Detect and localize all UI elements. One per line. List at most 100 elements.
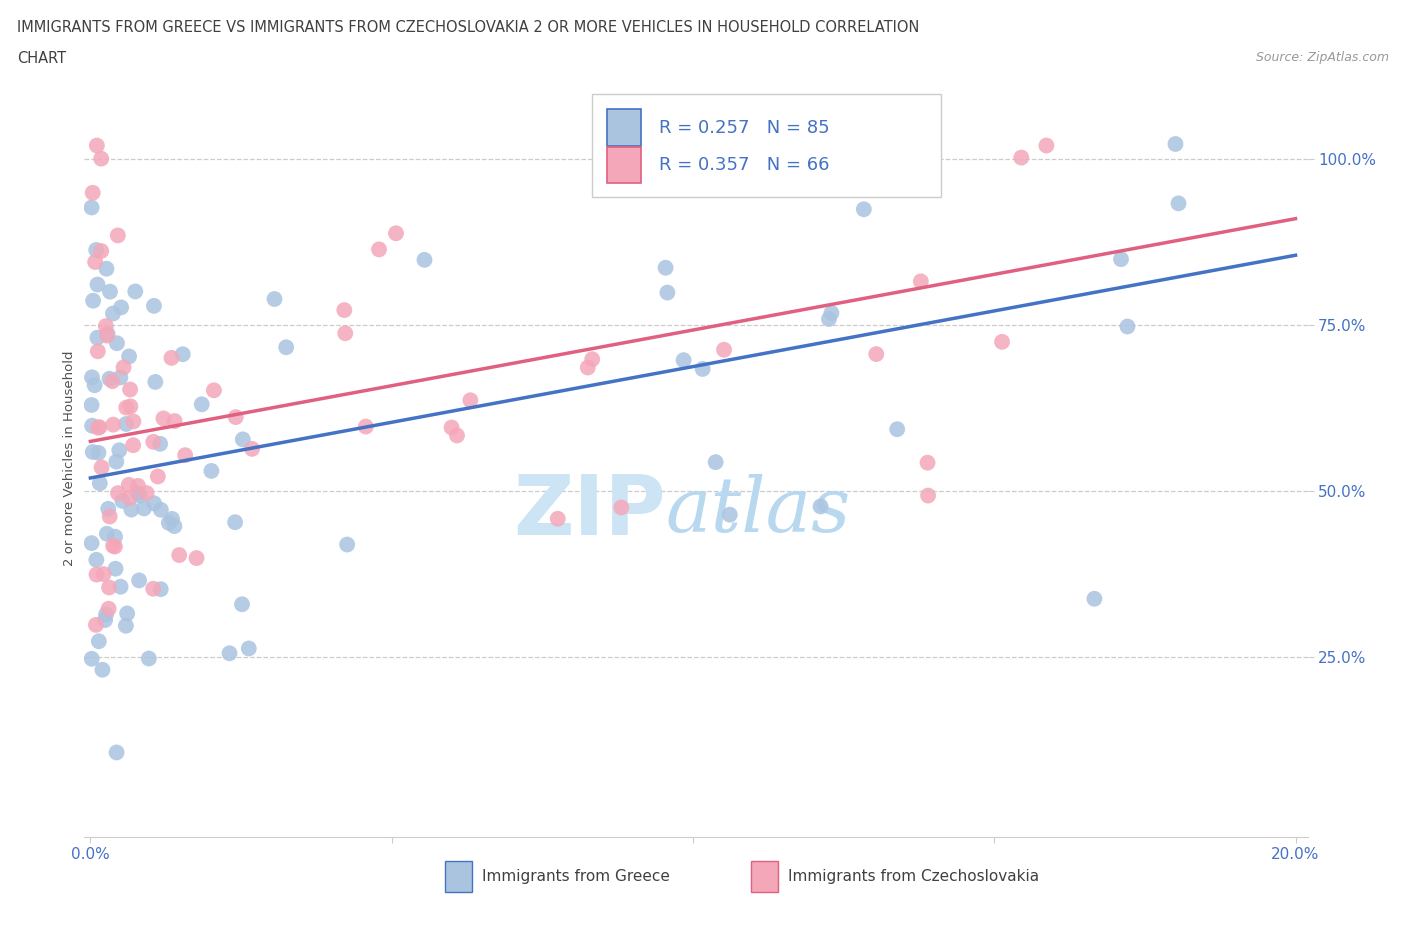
- Point: [107, 228, 129, 243]
- Point: [87, 344, 110, 359]
- Point: [120, 502, 142, 517]
- Point: [84, 255, 107, 270]
- Point: [105, 336, 128, 351]
- Point: [86, 330, 108, 345]
- Point: [692, 362, 714, 377]
- Bar: [446, 861, 472, 892]
- Point: [115, 618, 138, 633]
- Point: [333, 302, 356, 317]
- Point: [547, 512, 569, 526]
- Point: [991, 335, 1014, 350]
- Point: [1010, 150, 1032, 165]
- Point: [118, 491, 141, 506]
- Point: [368, 242, 391, 257]
- Text: R = 0.257   N = 85: R = 0.257 N = 85: [659, 118, 830, 137]
- Point: [101, 374, 124, 389]
- Point: [122, 438, 145, 453]
- Point: [94, 613, 117, 628]
- Point: [218, 645, 240, 660]
- Point: [852, 202, 875, 217]
- Point: [110, 579, 132, 594]
- Point: [90, 244, 112, 259]
- Point: [80, 651, 103, 666]
- Point: [385, 226, 408, 241]
- Point: [127, 485, 149, 500]
- Point: [818, 312, 841, 326]
- Point: [82, 293, 104, 308]
- Bar: [592, 94, 941, 196]
- Point: [98, 285, 121, 299]
- Point: [115, 417, 138, 432]
- Point: [90, 460, 112, 475]
- Point: [917, 456, 939, 471]
- Point: [335, 326, 357, 340]
- Point: [232, 432, 254, 446]
- Point: [84, 243, 107, 258]
- Point: [103, 418, 125, 432]
- Point: [80, 200, 103, 215]
- Point: [94, 319, 117, 334]
- Point: [132, 501, 155, 516]
- Point: [231, 597, 253, 612]
- Point: [98, 509, 121, 524]
- Point: [672, 352, 695, 367]
- Point: [654, 260, 676, 275]
- Point: [96, 328, 118, 343]
- Point: [86, 138, 108, 153]
- Point: [704, 455, 727, 470]
- Point: [224, 515, 246, 530]
- Point: [1109, 252, 1132, 267]
- Point: [110, 300, 132, 315]
- Point: [96, 261, 118, 276]
- Point: [82, 445, 104, 459]
- Point: [135, 485, 157, 500]
- Point: [143, 375, 166, 390]
- Point: [200, 463, 222, 478]
- Text: Source: ZipAtlas.com: Source: ZipAtlas.com: [1256, 51, 1389, 64]
- Point: [115, 606, 138, 621]
- Point: [86, 277, 108, 292]
- Point: [460, 392, 482, 407]
- Point: [120, 399, 142, 414]
- Point: [336, 538, 359, 552]
- Point: [1035, 138, 1057, 153]
- Point: [820, 306, 842, 321]
- Point: [810, 499, 832, 514]
- Point: [115, 400, 138, 415]
- Point: [124, 284, 146, 299]
- Point: [101, 538, 124, 553]
- Point: [94, 607, 117, 622]
- Point: [718, 507, 741, 522]
- Point: [276, 339, 298, 354]
- Point: [98, 580, 121, 595]
- Point: [104, 562, 127, 577]
- Point: [87, 634, 110, 649]
- Point: [86, 552, 108, 567]
- Point: [163, 414, 186, 429]
- Point: [149, 436, 172, 451]
- Point: [105, 454, 128, 469]
- Point: [624, 176, 647, 191]
- Point: [80, 370, 103, 385]
- Point: [917, 488, 939, 503]
- Point: [910, 274, 932, 289]
- Text: CHART: CHART: [17, 51, 66, 66]
- Point: [97, 501, 120, 516]
- Point: [98, 371, 121, 386]
- Point: [101, 306, 124, 321]
- Point: [89, 419, 111, 434]
- Point: [104, 539, 127, 554]
- Point: [886, 422, 908, 437]
- Point: [120, 382, 142, 397]
- Point: [97, 326, 120, 341]
- Point: [238, 641, 260, 656]
- Point: [118, 477, 141, 492]
- Point: [138, 651, 160, 666]
- Text: Immigrants from Greece: Immigrants from Greece: [482, 869, 669, 883]
- Point: [576, 360, 599, 375]
- Point: [96, 526, 118, 541]
- Point: [143, 496, 166, 511]
- Point: [89, 476, 111, 491]
- Point: [167, 548, 190, 563]
- Point: [160, 351, 183, 365]
